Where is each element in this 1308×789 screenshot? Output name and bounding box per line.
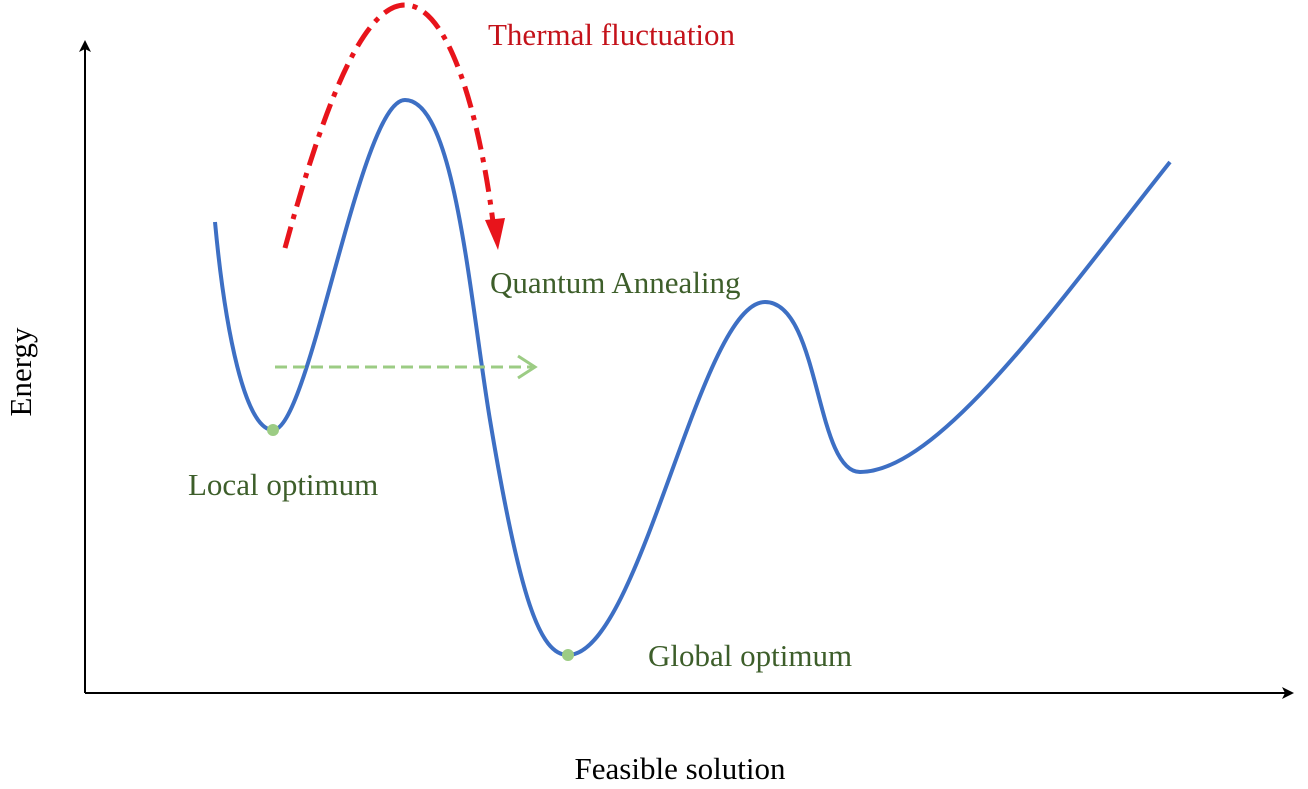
thermal-arrowhead xyxy=(485,218,505,250)
quantum-arrowhead xyxy=(517,354,538,380)
energy-curve xyxy=(213,97,1172,658)
y-axis-label: Energy xyxy=(3,327,38,416)
thermal-label: Thermal fluctuation xyxy=(488,17,736,52)
global-optimum-dot xyxy=(562,649,574,661)
x-axis-label: Feasible solution xyxy=(575,751,786,786)
thermal-arrow xyxy=(282,2,496,249)
local-label: Local optimum xyxy=(188,467,378,502)
local-optimum-dot xyxy=(267,424,279,436)
global-label: Global optimum xyxy=(648,638,852,673)
quantum-label: Quantum Annealing xyxy=(490,265,741,300)
